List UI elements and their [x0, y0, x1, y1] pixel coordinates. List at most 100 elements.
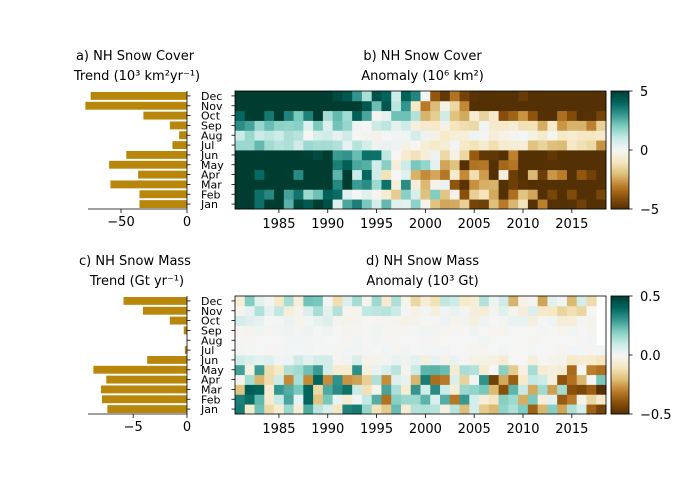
heat-cell	[235, 355, 246, 366]
heat-cell	[430, 110, 441, 121]
heat-cell	[420, 199, 431, 210]
bar-sep	[169, 121, 187, 130]
colorbar-tick-label: 0	[640, 144, 648, 159]
heat-cell	[586, 305, 597, 317]
heat-cell	[342, 110, 353, 121]
heat-cell	[283, 169, 294, 180]
heat-cell	[459, 325, 470, 336]
heat-cell	[371, 325, 382, 336]
colorbar-segment	[611, 402, 629, 405]
heat-cell	[469, 364, 480, 376]
heat-cell	[479, 374, 490, 385]
heat-cell	[391, 374, 402, 385]
heat-cell	[508, 404, 519, 415]
colorbar-segment	[611, 412, 629, 415]
heat-cell	[332, 355, 343, 366]
heat-cell	[283, 110, 294, 121]
heat-cell	[488, 110, 500, 121]
heat-cell	[410, 404, 421, 415]
heat-cell	[410, 345, 421, 356]
heat-cell	[469, 150, 480, 161]
heat-cell	[352, 384, 363, 395]
heat-cell	[586, 374, 597, 385]
heat-cell	[488, 345, 500, 356]
heat-cell	[527, 130, 539, 141]
heat-cell	[537, 120, 548, 131]
heat-cell	[381, 179, 392, 190]
heat-cell	[381, 130, 392, 141]
heat-cell	[342, 355, 353, 366]
heat-cell	[430, 335, 441, 346]
colorbar-segment	[611, 116, 629, 120]
heat-cell	[508, 91, 519, 102]
heat-cell	[381, 199, 392, 210]
colorbar-segment	[611, 173, 629, 177]
heat-cell	[508, 355, 519, 366]
heat-cell	[498, 355, 509, 366]
heat-cell	[264, 110, 275, 121]
heat-cell	[518, 305, 529, 317]
heat-cell	[420, 169, 431, 180]
heat-cell	[352, 91, 363, 102]
heat-cell	[576, 110, 587, 121]
colorbar-segment	[611, 390, 629, 393]
heat-cell	[596, 384, 607, 395]
colorbar-segment	[611, 185, 629, 188]
heat-cell	[586, 91, 597, 102]
heat-cell	[430, 364, 441, 376]
heat-cell	[469, 120, 480, 131]
heat-cell	[498, 335, 509, 346]
heatmap-frame	[234, 90, 607, 210]
heat-cell	[371, 159, 382, 171]
heat-cell	[274, 110, 285, 121]
heat-cell	[313, 364, 324, 376]
heat-cell	[459, 335, 470, 346]
heat-cell	[586, 189, 597, 200]
heat-cell	[469, 394, 480, 405]
heat-cell	[235, 315, 246, 326]
heat-cell	[596, 140, 607, 151]
heat-cell	[488, 374, 500, 385]
heat-cell	[576, 199, 587, 210]
heat-cell	[371, 384, 382, 395]
heat-cell	[313, 345, 324, 356]
bar-feb	[101, 395, 187, 404]
heat-cell	[283, 199, 294, 210]
month-label-jul: Jul	[200, 139, 214, 152]
heat-cell	[449, 394, 460, 405]
heat-cell	[508, 100, 519, 112]
heat-cell	[254, 130, 265, 141]
heat-cell	[400, 120, 412, 131]
colorbar-segment	[611, 177, 629, 180]
heat-cell	[547, 110, 558, 121]
heat-cell	[518, 150, 529, 161]
heat-cell	[479, 169, 490, 180]
heat-cell	[244, 335, 255, 346]
colorbar-tick-label: −0.5	[640, 408, 672, 423]
heat-cell	[371, 189, 382, 200]
heat-cell	[322, 169, 334, 180]
heat-cell	[274, 355, 285, 366]
heat-cell	[244, 91, 255, 102]
heat-cell	[264, 384, 275, 395]
heat-cell	[498, 199, 509, 210]
heat-cell	[283, 315, 294, 326]
heat-cell	[527, 315, 539, 326]
colorbar-segment	[611, 146, 629, 149]
heat-cell	[459, 189, 470, 200]
heat-cell	[508, 296, 519, 307]
heat-cell	[469, 130, 480, 141]
heat-cell	[254, 394, 265, 405]
bar-dec	[90, 91, 187, 100]
colorbar-segment	[611, 404, 629, 407]
x-tick-label: 1995	[360, 217, 393, 232]
heat-cell	[586, 100, 597, 112]
heat-cell	[293, 120, 304, 131]
heat-cell	[235, 189, 246, 200]
colorbar-segment	[611, 153, 629, 157]
heat-cell	[244, 374, 255, 385]
month-label-jul: Jul	[200, 344, 214, 357]
x-tick-label: 1995	[360, 422, 393, 437]
colorbar-segment	[611, 325, 629, 328]
heat-cell	[518, 374, 529, 385]
